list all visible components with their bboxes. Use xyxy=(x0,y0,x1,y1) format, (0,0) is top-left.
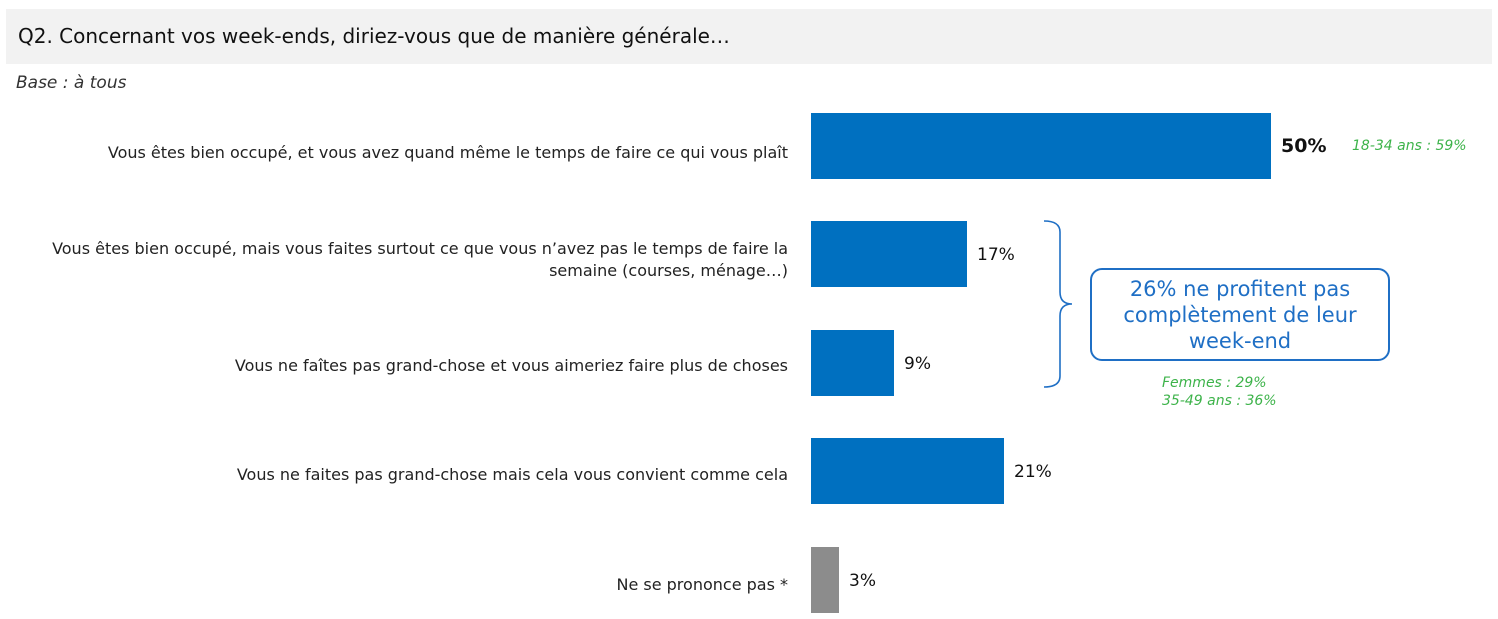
age-note: 18-34 ans : 59% xyxy=(1352,138,1467,154)
bar-2 xyxy=(811,221,967,287)
title-bar: Q2. Concernant vos week-ends, diriez-vou… xyxy=(6,9,1492,64)
base-label: Base : à tous xyxy=(16,73,127,93)
category-label-5: Ne se prononce pas * xyxy=(616,575,788,594)
women-note: Femmes : 29% xyxy=(1162,375,1267,391)
value-label-1: 50% xyxy=(1281,135,1327,157)
brace-icon xyxy=(1043,220,1073,388)
category-label-2: Vous êtes bien occupé, mais vous faites … xyxy=(52,239,788,280)
bar-1 xyxy=(811,113,1271,179)
bar-5 xyxy=(811,547,839,613)
value-label-3: 9% xyxy=(904,354,931,374)
category-label-1: Vous êtes bien occupé, et vous avez quan… xyxy=(107,143,788,162)
category-label-3: Vous ne faîtes pas grand-chose et vous a… xyxy=(234,356,788,375)
value-label-4: 21% xyxy=(1014,462,1052,482)
value-label-2: 17% xyxy=(977,245,1015,265)
category-label-4: Vous ne faites pas grand-chose mais cela… xyxy=(236,465,788,484)
callout-text: 26% ne profitent pas complètement de leu… xyxy=(1123,276,1357,353)
value-label-5: 3% xyxy=(849,571,876,591)
callout-box: 26% ne profitent pas complètement de leu… xyxy=(1090,268,1390,361)
bar-3 xyxy=(811,330,894,396)
age-group-note: 35-49 ans : 36% xyxy=(1162,393,1277,409)
page-title: Q2. Concernant vos week-ends, diriez-vou… xyxy=(18,24,730,48)
bar-4 xyxy=(811,438,1004,504)
